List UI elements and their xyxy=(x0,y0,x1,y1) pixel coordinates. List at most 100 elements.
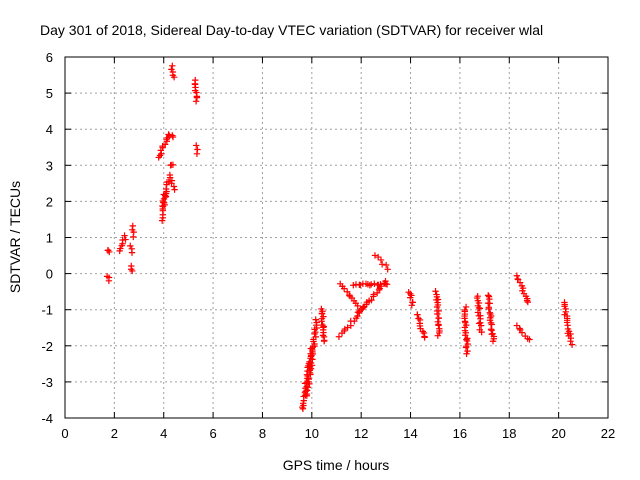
data-point xyxy=(170,74,178,81)
data-point xyxy=(378,261,386,268)
x-tick-label: 0 xyxy=(61,426,68,441)
data-point xyxy=(105,277,113,285)
data-point xyxy=(477,322,485,329)
data-point xyxy=(106,248,113,256)
x-tick-label: 16 xyxy=(453,426,467,441)
data-point xyxy=(462,303,470,311)
data-point xyxy=(463,336,470,343)
data-point xyxy=(122,236,129,243)
data-point xyxy=(304,384,312,391)
y-tick-label: 3 xyxy=(46,158,53,173)
data-point xyxy=(485,292,492,299)
data-point xyxy=(312,328,319,336)
y-axis: -4 -3 -2 -1 0 1 2 3 4 5 6 xyxy=(41,50,608,426)
data-point xyxy=(434,310,441,318)
y-tick-label: 0 xyxy=(46,267,53,282)
data-point xyxy=(377,256,385,264)
data-point xyxy=(354,302,361,310)
data-point xyxy=(117,245,124,252)
data-point xyxy=(313,319,320,326)
y-tick-label: 5 xyxy=(46,86,53,101)
data-point xyxy=(462,344,470,351)
data-point xyxy=(320,337,328,345)
data-point xyxy=(128,249,136,256)
data-point xyxy=(382,261,390,269)
data-point xyxy=(309,356,316,363)
data-point xyxy=(368,281,375,288)
data-point xyxy=(169,161,177,168)
y-tick-label: 1 xyxy=(46,231,53,246)
data-point xyxy=(475,304,483,312)
data-point xyxy=(169,62,176,70)
data-point xyxy=(343,288,351,295)
grid xyxy=(65,57,608,418)
y-tick-label: -1 xyxy=(41,303,53,318)
data-point xyxy=(463,350,470,357)
data-point xyxy=(523,297,531,304)
data-point xyxy=(409,299,416,306)
data-point xyxy=(435,315,442,322)
data-point xyxy=(368,296,375,304)
data-point xyxy=(382,277,389,285)
data-point xyxy=(478,328,485,336)
data-point xyxy=(121,232,128,239)
x-tick-label: 12 xyxy=(354,426,368,441)
data-point xyxy=(415,315,422,322)
data-point xyxy=(488,321,495,328)
data-point xyxy=(104,247,112,254)
data-point xyxy=(303,386,310,394)
y-tick-label: 6 xyxy=(46,50,53,65)
data-point xyxy=(475,312,483,320)
x-tick-label: 2 xyxy=(111,426,118,441)
data-point xyxy=(366,282,374,289)
data-points xyxy=(103,62,576,412)
data-point xyxy=(193,94,201,101)
x-tick-label: 20 xyxy=(551,426,565,441)
y-tick-label: -4 xyxy=(41,411,53,426)
data-point xyxy=(165,131,172,138)
data-point xyxy=(435,307,442,315)
data-point xyxy=(524,298,532,306)
data-point xyxy=(489,338,497,345)
data-point xyxy=(127,242,134,250)
data-point xyxy=(567,337,574,345)
data-point xyxy=(408,302,416,309)
data-point xyxy=(166,171,174,179)
x-axis: 0 2 4 6 8 10 12 14 16 18 20 22 xyxy=(61,57,615,441)
data-point xyxy=(371,252,379,259)
data-point xyxy=(307,359,315,367)
data-point xyxy=(513,272,521,279)
data-point xyxy=(477,319,484,326)
data-point xyxy=(344,324,351,331)
data-point xyxy=(476,305,484,312)
data-point xyxy=(432,288,439,295)
data-point xyxy=(436,329,443,337)
data-point xyxy=(421,334,428,341)
x-tick-label: 8 xyxy=(259,426,266,441)
data-point xyxy=(516,325,523,332)
data-point xyxy=(371,280,378,287)
data-point xyxy=(168,180,175,187)
data-point xyxy=(407,294,414,301)
data-point xyxy=(130,233,137,241)
data-point xyxy=(434,332,441,339)
data-point xyxy=(335,333,343,340)
data-point xyxy=(158,217,166,224)
data-point xyxy=(193,142,200,149)
data-point xyxy=(377,283,385,290)
data-point xyxy=(463,337,471,345)
x-tick-label: 22 xyxy=(601,426,615,441)
data-point xyxy=(516,279,524,286)
data-point xyxy=(312,316,319,323)
chart-title: Day 301 of 2018, Sidereal Day-to-day VTE… xyxy=(40,22,543,38)
data-point xyxy=(169,133,177,141)
data-point xyxy=(435,322,442,329)
data-point xyxy=(513,322,521,329)
data-point xyxy=(193,150,201,158)
data-point xyxy=(318,318,325,325)
x-tick-label: 4 xyxy=(160,426,167,441)
x-tick-label: 10 xyxy=(305,426,319,441)
data-point xyxy=(384,266,391,273)
data-point xyxy=(374,253,382,261)
y-tick-label: 4 xyxy=(46,122,53,137)
